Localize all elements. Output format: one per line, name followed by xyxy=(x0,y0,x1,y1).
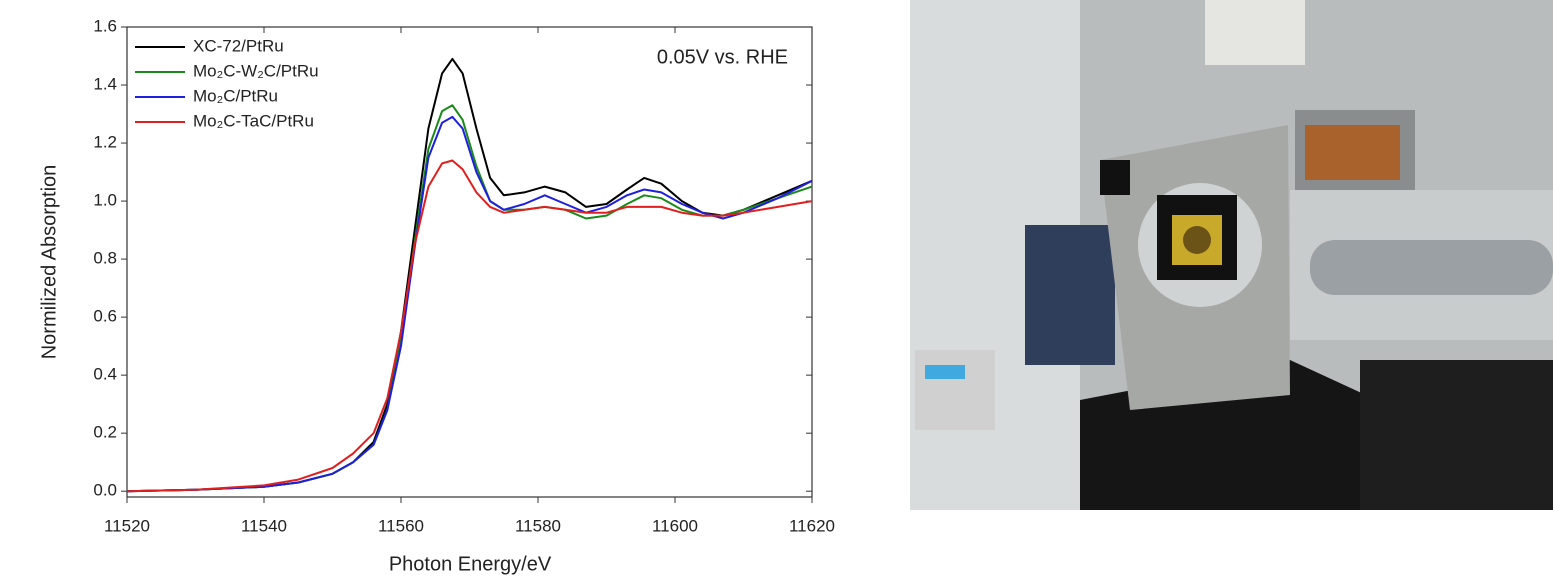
meter-display xyxy=(925,365,965,379)
sample-spot xyxy=(1183,226,1211,254)
y-tick-label: 0.2 xyxy=(93,423,117,442)
y-tick-label: 0.4 xyxy=(93,365,117,384)
photo xyxy=(910,0,1553,510)
y-tick-label: 0.6 xyxy=(93,307,117,326)
y-tick-label: 0.8 xyxy=(93,249,117,268)
series-line xyxy=(126,159,813,493)
y-axis-label: Normilized Absorption xyxy=(38,165,60,360)
series-line xyxy=(126,104,813,493)
x-axis-label: Photon Energy/eV xyxy=(389,553,552,575)
y-tick-label: 0.0 xyxy=(93,481,117,500)
tape xyxy=(1100,160,1130,195)
legend-label: Mo₂C/PtRu xyxy=(193,86,278,105)
x-tick-label: 11620 xyxy=(789,516,835,535)
cabinet xyxy=(1205,0,1305,65)
x-tick-label: 11600 xyxy=(652,516,698,535)
annotation: 0.05V vs. RHE xyxy=(657,46,788,68)
device xyxy=(1025,225,1115,365)
x-tick-label: 11540 xyxy=(241,516,287,535)
legend-label: Mo₂C-W₂C/PtRu xyxy=(193,61,319,80)
x-tick-label: 11580 xyxy=(515,516,561,535)
cylinder xyxy=(1310,240,1553,295)
legend-label: XC-72/PtRu xyxy=(193,36,284,55)
plot-frame xyxy=(126,26,813,498)
window xyxy=(1305,125,1400,180)
motor xyxy=(1360,360,1553,510)
y-tick-label: 1.6 xyxy=(93,16,117,35)
y-tick-label: 1.2 xyxy=(93,133,117,152)
legend-label: Mo₂C-TaC/PtRu xyxy=(193,111,314,130)
x-tick-label: 11520 xyxy=(104,516,150,535)
x-tick-label: 11560 xyxy=(378,516,424,535)
series-line xyxy=(126,115,813,493)
meter xyxy=(915,350,995,430)
y-tick-label: 1.0 xyxy=(93,191,117,210)
y-tick-label: 1.4 xyxy=(93,75,117,94)
